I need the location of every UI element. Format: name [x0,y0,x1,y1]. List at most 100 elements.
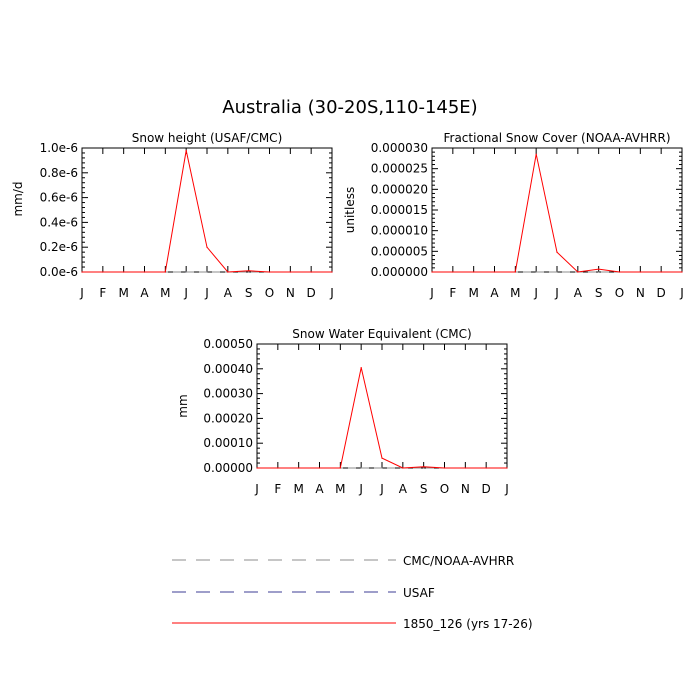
data-point [227,271,229,273]
y-tick-label: 0.00020 [203,411,253,425]
legend-label: CMC/NOAA-AVHRR [403,554,514,568]
x-tick-label: J [79,286,84,300]
x-tick-label: M [293,482,303,496]
panel-title: Fractional Snow Cover (NOAA-AVHRR) [443,131,670,145]
data-point [331,271,333,273]
y-axis-label: mm/d [11,181,25,216]
x-tick-label: J [504,482,509,496]
x-tick-label: D [657,286,666,300]
legend-label: USAF [403,586,435,600]
legend-item: CMC/NOAA-AVHRR [172,554,514,568]
data-point [143,271,146,273]
x-tick-label: A [490,286,499,300]
data-point [514,271,516,273]
legend-item: USAF [172,586,435,600]
data-point [102,271,104,273]
y-tick-label: 0.000020 [371,182,428,196]
data-point [535,153,537,155]
x-tick-label: O [440,482,449,496]
data-point [556,251,558,253]
data-point [639,271,641,273]
data-point [423,466,425,468]
x-tick-label: S [245,286,253,300]
x-tick-label: M [510,286,520,300]
x-tick-label: O [265,286,274,300]
data-point [381,467,383,469]
legend-label: 1850_126 (yrs 17-26) [403,617,533,631]
plot-frame [81,147,333,273]
panel-1: Snow height (USAF/CMC) mm/d 0.0e-6 0.2e-6 0.… [11,131,334,300]
data-point [360,467,362,469]
data-point [506,467,508,469]
x-tick-label: J [554,286,559,300]
data-point [598,268,600,270]
x-tick-label: S [420,482,428,496]
y-tick-label: 0.0e-6 [40,265,78,279]
data-point [123,271,125,273]
panel-title: Snow height (USAF/CMC) [132,131,283,145]
x-tick-label: M [468,286,478,300]
y-tick-label: 0.000005 [371,244,428,258]
data-point [598,271,600,273]
data-point [256,467,258,469]
data-point [423,467,425,469]
x-tick-label: M [160,286,170,300]
data-point [206,271,208,273]
data-point [248,271,250,273]
data-point [443,467,446,469]
y-tick-label: 0.6e-6 [40,191,78,205]
data-point [464,467,466,469]
y-tick-label: 0.00050 [203,337,253,351]
x-tick-label: J [358,482,363,496]
panel-3: Snow Water Equivalent (CMC) mm 0.00000 0.00… [176,327,509,496]
plot-frame [256,343,508,469]
data-point [577,271,579,273]
y-tick-label: 1.0e-6 [40,141,78,155]
y-tick-label: 0.2e-6 [40,240,78,254]
x-tick-label: O [615,286,624,300]
legend: CMC/NOAA-AVHRR USAF 1850_126 (yrs 17-26) [172,554,533,631]
data-point [289,271,291,273]
x-tick-label: A [315,482,324,496]
legend-item: 1850_126 (yrs 17-26) [172,617,533,631]
data-point [473,271,475,273]
x-tick-label: J [429,286,434,300]
y-tick-label: 0.000025 [371,162,428,176]
data-point [310,271,312,273]
x-tick-label: F [99,286,106,300]
y-tick-label: 0.8e-6 [40,166,78,180]
x-tick-label: D [307,286,316,300]
data-point [360,366,362,369]
y-tick-label: 0.000010 [371,224,428,238]
x-tick-label: J [533,286,538,300]
data-point [185,149,187,152]
x-tick-label: F [274,482,281,496]
y-tick-label: 0.000015 [371,203,428,217]
y-axis-label: mm [176,394,190,417]
x-tick-label: N [636,286,645,300]
data-point [185,271,187,273]
data-point [206,246,208,248]
data-point [268,271,271,273]
x-tick-label: N [461,482,470,496]
x-tick-label: M [118,286,128,300]
y-tick-label: 0.00000 [203,461,253,475]
data-point [277,467,279,469]
data-point [298,467,300,469]
panels: Snow height (USAF/CMC) mm/d 0.0e-6 0.2e-6 0.… [11,131,684,496]
data-point [431,271,433,273]
data-point [681,271,683,273]
data-point [556,271,558,273]
x-tick-label: F [449,286,456,300]
x-tick-label: J [254,482,259,496]
data-point [493,271,496,273]
data-point [452,271,454,273]
panel-title: Snow Water Equivalent (CMC) [292,327,471,341]
x-tick-label: J [204,286,209,300]
data-point [248,270,250,272]
data-point [535,271,537,273]
series-line-1850-126-yrs-17-26- [257,367,507,469]
data-point [339,467,341,469]
x-tick-label: J [329,286,334,300]
